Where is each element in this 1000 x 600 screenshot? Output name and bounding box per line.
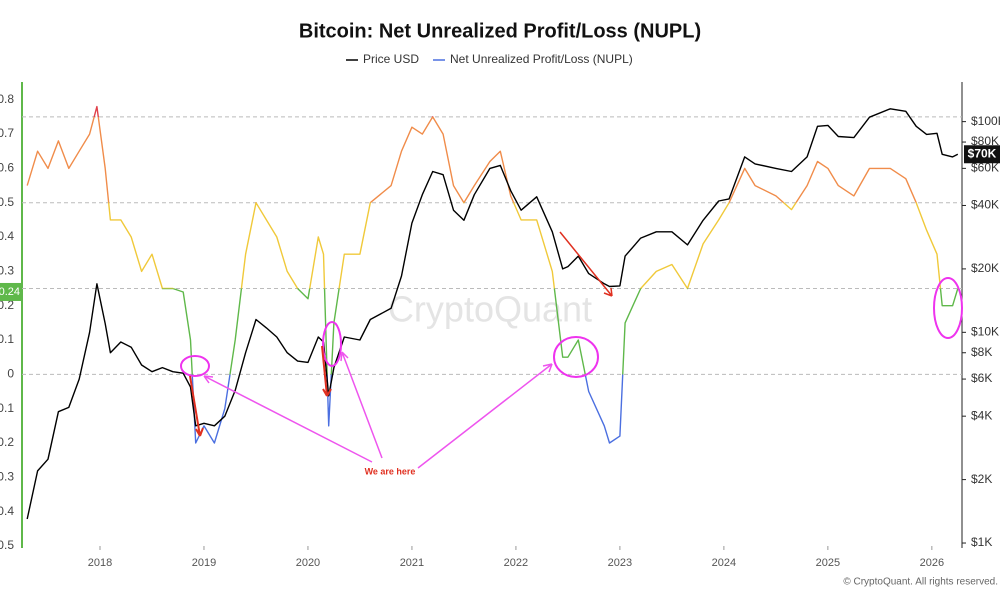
annotations	[180, 231, 963, 469]
x-tick-label: 2022	[504, 557, 528, 569]
x-tick-label: 2026	[920, 557, 944, 569]
y-tick-label: -0.2	[0, 435, 14, 449]
highlight-ellipse	[180, 355, 210, 377]
x-tick-label: 2020	[296, 557, 320, 569]
y-tick-label: 0.6	[0, 161, 14, 175]
chart-title: Bitcoin: Net Unrealized Profit/Loss (NUP…	[299, 20, 701, 42]
arrow	[203, 375, 373, 463]
x-tick-label: 2024	[712, 557, 736, 569]
y-tick-label: 0	[7, 367, 14, 381]
legend-label: Net Unrealized Profit/Loss (NUPL)	[450, 52, 633, 66]
watermark: CryptoQuant	[388, 289, 592, 330]
arrow	[340, 351, 383, 459]
series-line	[26, 108, 959, 520]
y-tick-label: 0.2	[0, 298, 14, 312]
y2-tick-label: $10K	[971, 324, 999, 338]
y2-tick-label: $4K	[971, 408, 992, 422]
legend-label: Price USD	[363, 52, 419, 66]
y2-tick-label: $8K	[971, 345, 992, 359]
y2-tick-label: $100K	[971, 114, 1000, 128]
arrow	[417, 363, 553, 469]
arrow	[189, 375, 204, 437]
y-tick-label: 0.4	[0, 229, 14, 243]
arrow	[559, 231, 613, 297]
x-tick-label: 2023	[608, 557, 632, 569]
x-tick-label: 2019	[192, 557, 216, 569]
y-tick-label: 0.3	[0, 264, 14, 278]
current-price-label: $70K	[968, 146, 997, 160]
y2-tick-label: $60K	[971, 161, 999, 175]
highlight-ellipse	[322, 321, 342, 367]
series-line	[26, 105, 959, 444]
y-tick-label: -0.5	[0, 538, 14, 552]
y-tick-label: -0.3	[0, 470, 14, 484]
y2-tick-label: $20K	[971, 261, 999, 275]
footer: © CryptoQuant. All rights reserved.	[843, 577, 998, 588]
y-tick-label: 0.1	[0, 332, 14, 346]
y2-tick-label: $2K	[971, 472, 992, 486]
x-tick-label: 2018	[88, 557, 112, 569]
current-nupl-label: 0.24	[0, 286, 20, 298]
current-price-box	[964, 145, 1000, 164]
y-tick-label: -0.1	[0, 401, 14, 415]
y-tick-label: 0.7	[0, 126, 14, 140]
y2-tick-label: $80K	[971, 134, 999, 148]
y2-tick-label: $1K	[971, 535, 992, 549]
highlight-ellipse	[553, 336, 599, 378]
y-tick-label: 0.5	[0, 195, 14, 209]
x-tick-label: 2025	[816, 557, 840, 569]
arrow	[321, 345, 332, 397]
current-nupl-box	[0, 282, 22, 301]
y-tick-label: -0.4	[0, 504, 14, 518]
annotation: We are here	[365, 466, 416, 476]
highlight-ellipse	[933, 277, 963, 339]
y2-tick-label: $6K	[971, 371, 992, 385]
plot-area	[21, 82, 963, 548]
y-tick-label: 0.8	[0, 92, 14, 106]
y2-tick-label: $40K	[971, 198, 999, 212]
x-tick-label: 2021	[400, 557, 424, 569]
